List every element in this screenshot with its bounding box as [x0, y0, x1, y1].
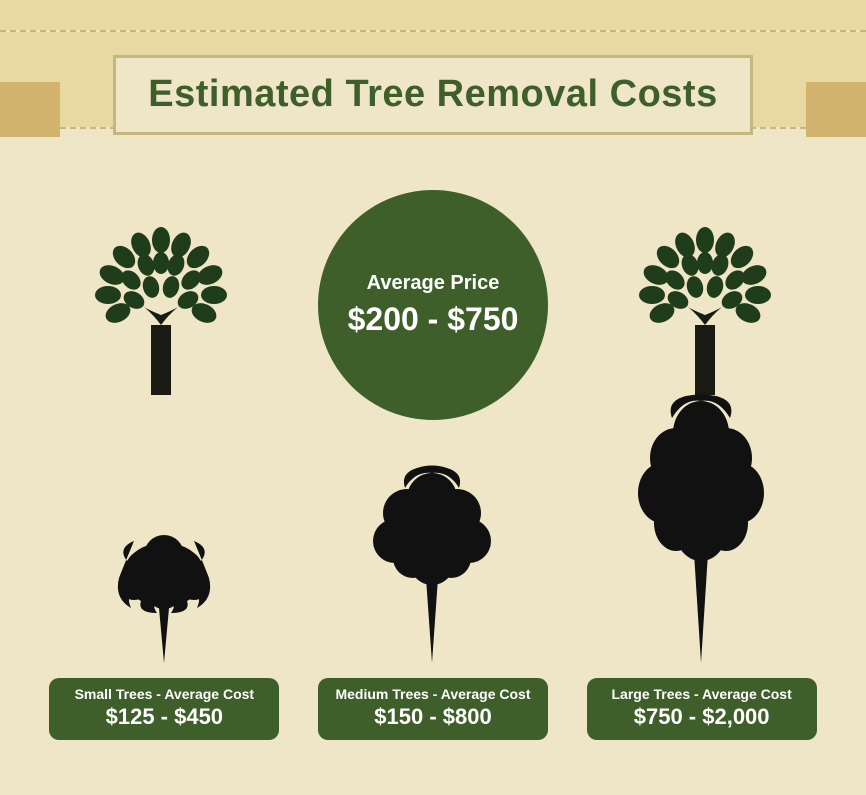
- decorative-tree-left-icon: [76, 215, 246, 395]
- header-band: Estimated Tree Removal Costs: [0, 0, 866, 170]
- title-ribbon: Estimated Tree Removal Costs: [0, 32, 866, 127]
- medium-tree-icon: [355, 453, 510, 663]
- top-row: Average Price $200 - $750: [0, 190, 866, 420]
- average-price-circle: Average Price $200 - $750: [318, 190, 548, 420]
- large-tree-column: Large Trees - Average Cost $750 - $2,000: [572, 393, 832, 740]
- medium-tree-label: Medium Trees - Average Cost: [328, 686, 538, 702]
- page-title: Estimated Tree Removal Costs: [148, 73, 717, 116]
- small-tree-column: Small Trees - Average Cost $125 - $450: [34, 513, 294, 740]
- large-tree-price: $750 - $2,000: [597, 704, 807, 730]
- average-price-label: Average Price: [367, 272, 500, 295]
- medium-tree-column: Medium Trees - Average Cost $150 - $800: [303, 453, 563, 740]
- ribbon-right-fold: [806, 82, 866, 137]
- medium-tree-cost-chip: Medium Trees - Average Cost $150 - $800: [318, 678, 548, 740]
- average-price-value: $200 - $750: [348, 301, 519, 338]
- main-content: Average Price $200 - $750: [0, 170, 866, 740]
- small-tree-icon: [99, 513, 229, 663]
- infographic-page: Estimated Tree Removal Costs: [0, 0, 866, 795]
- title-box: Estimated Tree Removal Costs: [113, 55, 753, 135]
- tree-categories-row: Small Trees - Average Cost $125 - $450: [0, 450, 866, 740]
- band-top-strip: [0, 0, 866, 30]
- large-tree-icon: [614, 393, 789, 663]
- small-tree-label: Small Trees - Average Cost: [59, 686, 269, 702]
- small-tree-cost-chip: Small Trees - Average Cost $125 - $450: [49, 678, 279, 740]
- medium-tree-price: $150 - $800: [328, 704, 538, 730]
- large-tree-cost-chip: Large Trees - Average Cost $750 - $2,000: [587, 678, 817, 740]
- large-tree-label: Large Trees - Average Cost: [597, 686, 807, 702]
- small-tree-price: $125 - $450: [59, 704, 269, 730]
- ribbon-left-fold: [0, 82, 60, 137]
- decorative-tree-right-icon: [620, 215, 790, 395]
